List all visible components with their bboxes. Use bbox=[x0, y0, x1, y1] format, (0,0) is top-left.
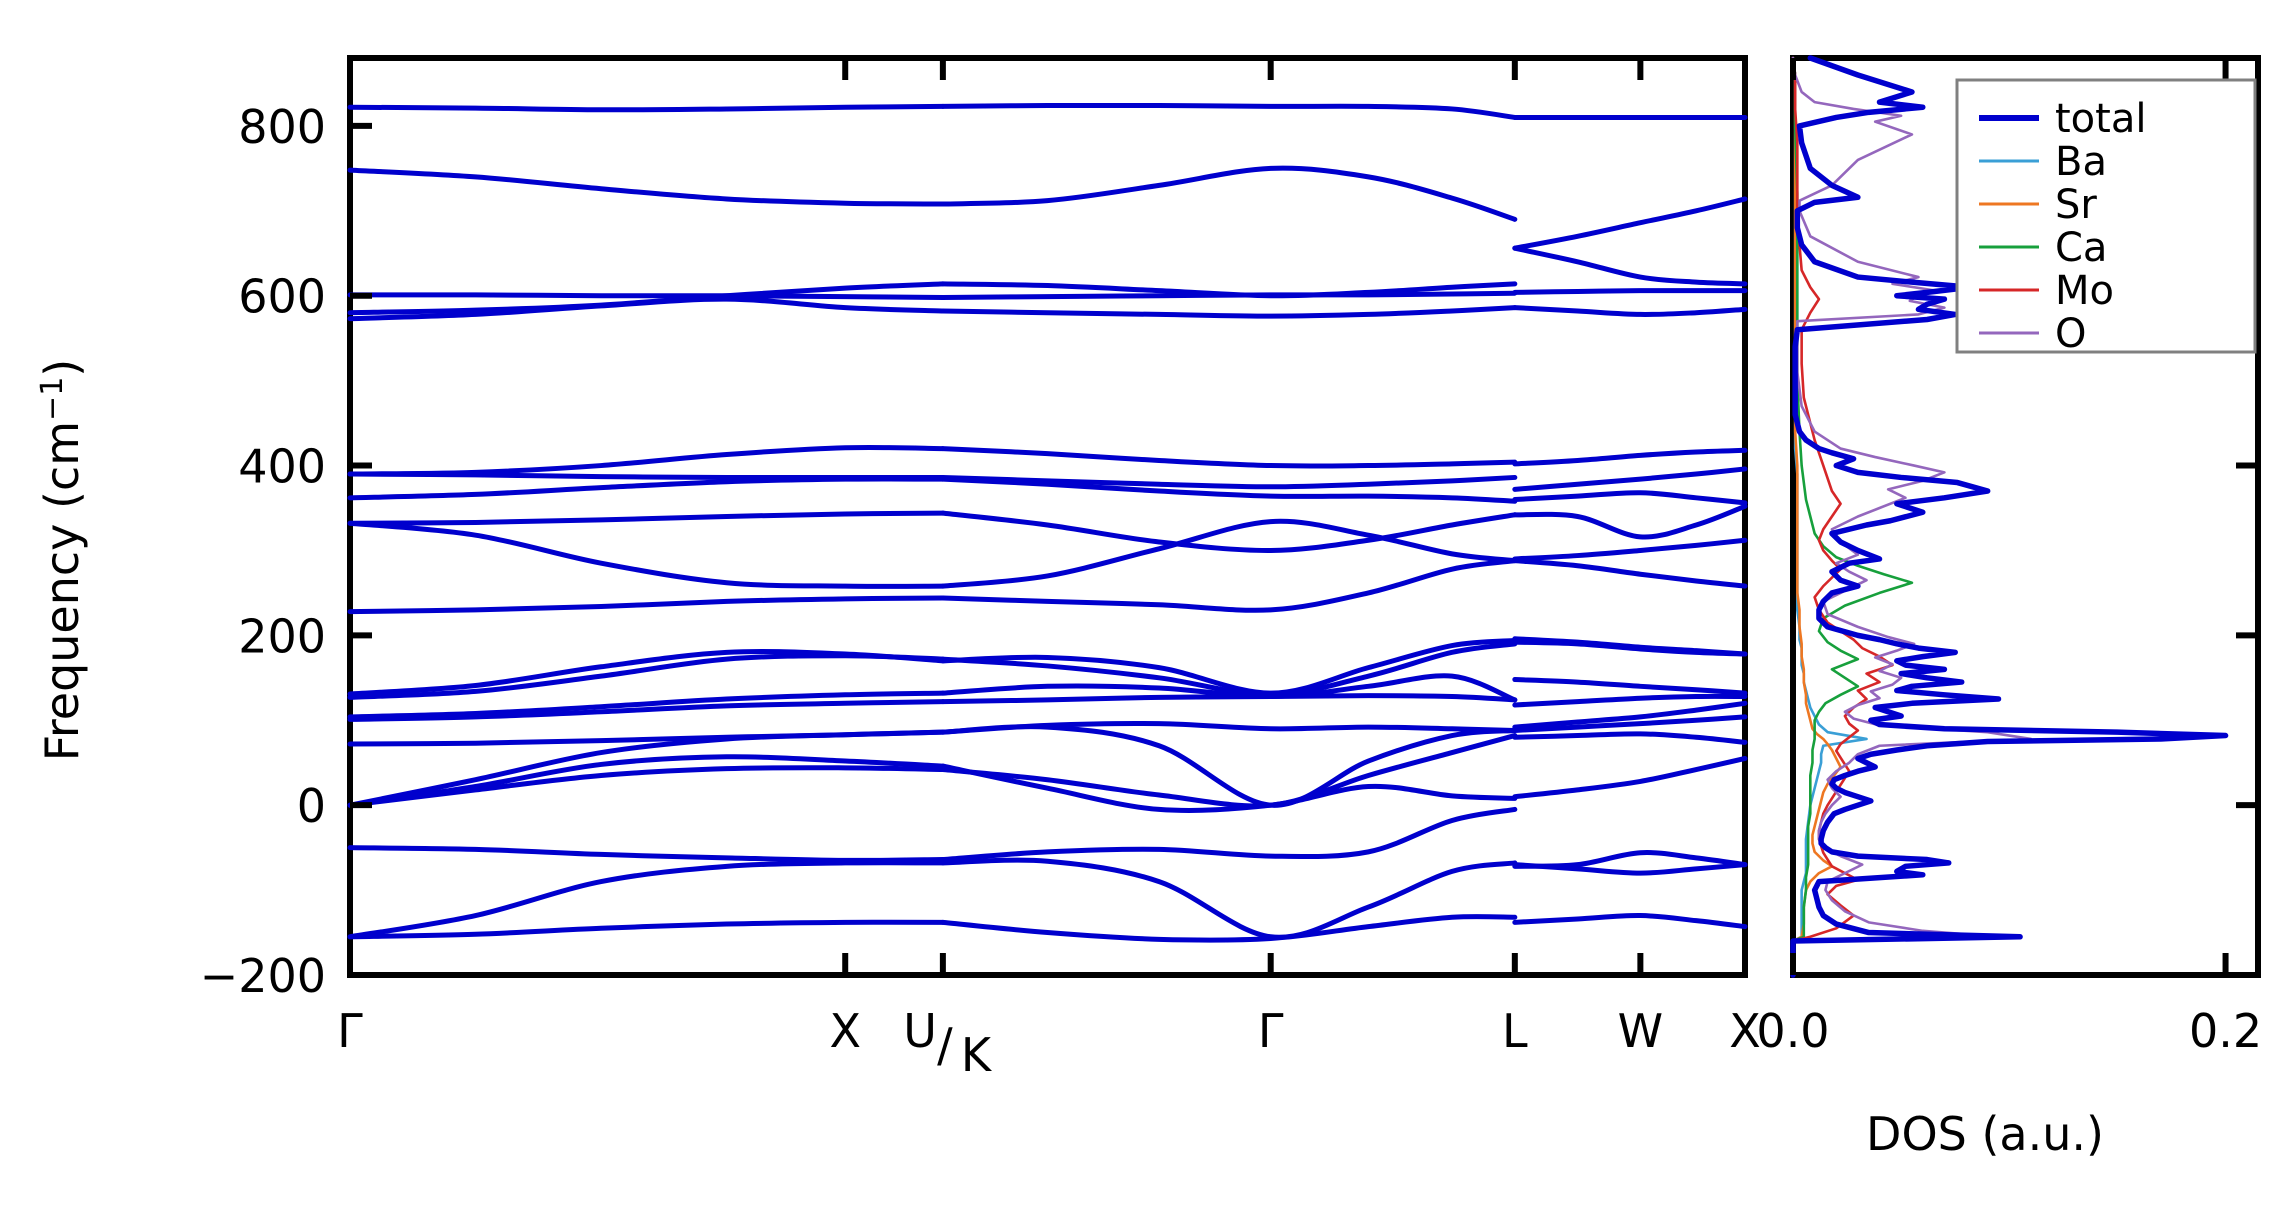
dos-panel bbox=[1790, 55, 2261, 978]
x-tick-label: X bbox=[829, 1004, 861, 1058]
band-curve bbox=[347, 510, 946, 526]
y-tick-label: 200 bbox=[238, 609, 326, 663]
dos-curve-O bbox=[1791, 56, 2033, 977]
dos-curve-Sr bbox=[1791, 56, 1842, 977]
band-curve bbox=[347, 845, 946, 863]
y-tick-label: 400 bbox=[238, 440, 326, 494]
y-tick-label: 600 bbox=[238, 270, 326, 324]
band-curve bbox=[1512, 537, 1748, 562]
legend-label-Ca: Ca bbox=[2055, 225, 2107, 271]
band-curve bbox=[1512, 196, 1748, 251]
y-axis-label-group: Frequency (cm−1) bbox=[35, 359, 89, 762]
dos-curve-Mo bbox=[1791, 56, 1894, 977]
dos-x-tick-label: 0.2 bbox=[2189, 1004, 2262, 1058]
y-axis-label-text: Frequency (cm bbox=[35, 421, 89, 761]
band-curve bbox=[1512, 305, 1748, 317]
band-curve bbox=[347, 103, 946, 113]
band-curve bbox=[347, 860, 946, 940]
x-tick-label: L bbox=[1502, 1004, 1528, 1058]
band-curve bbox=[1512, 755, 1748, 800]
dos-axis-label: DOS (a.u.) bbox=[1866, 1107, 2104, 1161]
y-tick-label: 0 bbox=[297, 779, 326, 833]
x-tick-label: W bbox=[1618, 1004, 1663, 1058]
legend-label-Ba: Ba bbox=[2055, 139, 2107, 185]
band-axes-frame bbox=[347, 55, 1748, 978]
band-curve bbox=[940, 474, 1518, 490]
band-curve bbox=[347, 649, 946, 697]
band-curve bbox=[347, 476, 946, 501]
x-tick-label-uk: U / K bbox=[903, 1004, 993, 1082]
band-curve bbox=[1512, 731, 1748, 745]
band-curve bbox=[1512, 503, 1748, 540]
band-curve bbox=[1512, 636, 1748, 657]
band-curve bbox=[1512, 466, 1748, 492]
band-curve bbox=[1512, 693, 1748, 708]
legend-label-Sr: Sr bbox=[2055, 182, 2097, 228]
band-curve bbox=[940, 476, 1518, 504]
band-curve bbox=[940, 446, 1518, 469]
band-curve bbox=[347, 520, 946, 589]
band-curve bbox=[1512, 714, 1748, 733]
band-curve bbox=[940, 558, 1518, 613]
band-curve bbox=[940, 637, 1518, 696]
band-curve bbox=[347, 444, 946, 477]
y-axis-label-tail: ) bbox=[35, 359, 89, 377]
band-curve bbox=[347, 471, 946, 481]
uk-k-glyph: K bbox=[961, 1028, 993, 1082]
band-curve bbox=[940, 518, 1518, 589]
band-curve bbox=[940, 733, 1518, 809]
band-curve bbox=[347, 292, 946, 300]
band-curve bbox=[347, 690, 946, 720]
uk-u-glyph: U bbox=[903, 1004, 937, 1058]
band-curve bbox=[940, 305, 1518, 319]
band-curve bbox=[347, 699, 946, 722]
band-curve bbox=[347, 595, 946, 615]
band-curve bbox=[940, 720, 1518, 735]
band-curve bbox=[940, 806, 1518, 863]
x-tick-label: Γ bbox=[337, 1004, 363, 1058]
band-curve bbox=[1512, 913, 1748, 930]
svg-text:Frequency (cm−1): Frequency (cm−1) bbox=[35, 359, 89, 762]
legend-label-Mo: Mo bbox=[2055, 268, 2114, 314]
band-curve bbox=[940, 857, 1518, 940]
legend-box bbox=[1955, 78, 2257, 354]
band-curve bbox=[1512, 490, 1748, 506]
band-curve bbox=[940, 165, 1518, 222]
band-curve bbox=[940, 914, 1518, 943]
y-tick-label: −200 bbox=[200, 949, 326, 1003]
band-curve bbox=[347, 765, 946, 808]
band-curve bbox=[347, 919, 946, 940]
band-curve bbox=[1512, 245, 1748, 287]
dos-curve-Ca bbox=[1791, 56, 1914, 977]
dos-x-tick-label: 0.0 bbox=[1756, 1004, 1829, 1058]
band-curve bbox=[1512, 288, 1748, 295]
band-curve bbox=[347, 729, 946, 747]
band-curve bbox=[1512, 862, 1748, 876]
band-curve bbox=[1512, 677, 1748, 696]
uk-slash-glyph: / bbox=[937, 1018, 953, 1072]
y-tick-label: 800 bbox=[238, 100, 326, 154]
x-tick-label: Γ bbox=[1258, 1004, 1284, 1058]
band-curve bbox=[940, 510, 1518, 553]
band-curve bbox=[1512, 850, 1748, 869]
band-structure-panel bbox=[347, 55, 1748, 978]
y-axis-label-superscript: −1 bbox=[35, 377, 70, 421]
band-curve bbox=[1512, 447, 1748, 467]
dos-axes-frame bbox=[1790, 55, 2261, 978]
legend-label-total: total bbox=[2055, 96, 2146, 142]
band-curve bbox=[1512, 700, 1748, 730]
band-curve bbox=[940, 102, 1518, 120]
band-curve bbox=[347, 754, 946, 808]
dos-curve-total bbox=[1790, 55, 2229, 978]
band-curve bbox=[347, 167, 946, 207]
legend-label-O: O bbox=[2055, 311, 2086, 357]
x-tick-label: X bbox=[1729, 1004, 1761, 1058]
band-curve bbox=[1512, 558, 1748, 589]
band-curve bbox=[940, 290, 1518, 300]
band-curve bbox=[347, 281, 946, 316]
